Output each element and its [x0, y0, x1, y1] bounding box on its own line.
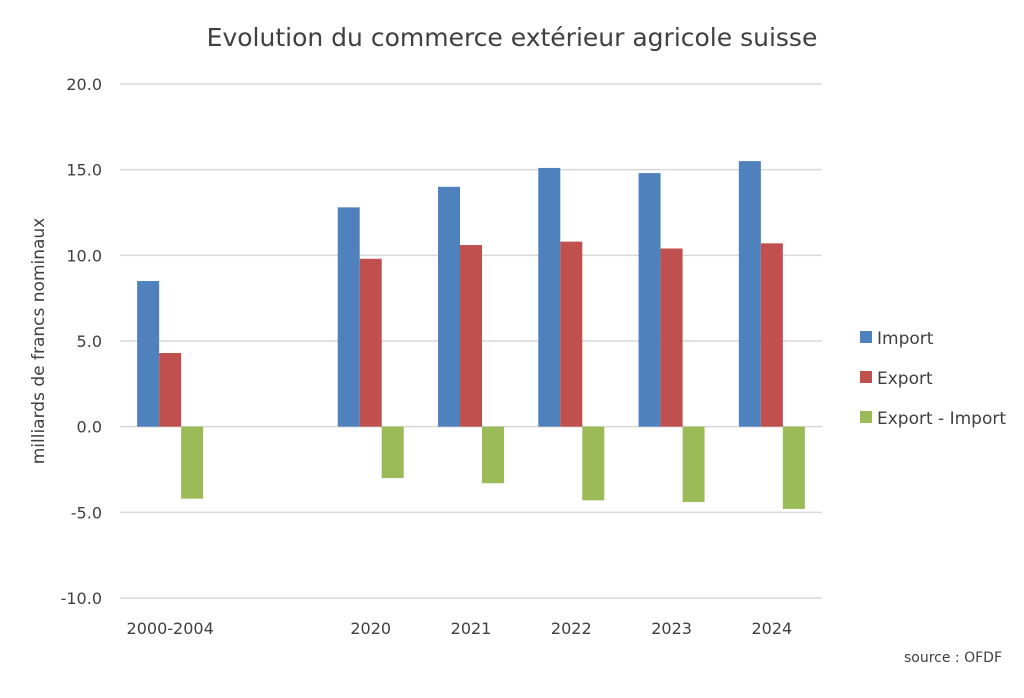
x-tick-label: 2023	[651, 619, 692, 638]
x-tick-label: 2024	[751, 619, 792, 638]
x-tick-label: 2022	[551, 619, 592, 638]
x-tick-label: 2021	[451, 619, 492, 638]
legend-label: Import	[877, 329, 934, 349]
y-tick-label: -5.0	[71, 503, 102, 522]
y-tick-label: 15.0	[66, 161, 102, 180]
bar-export-import	[381, 426, 404, 479]
bar-export-import	[682, 426, 705, 503]
y-axis-label: milliards de francs nominaux	[29, 218, 49, 465]
y-tick-label: 5.0	[77, 332, 102, 351]
bar-export	[460, 245, 482, 427]
bar-export-import	[181, 426, 204, 499]
bar-export	[760, 243, 783, 427]
bar-export-import	[782, 426, 805, 509]
legend-swatch	[860, 371, 872, 383]
legend-label: Export - Import	[877, 409, 1006, 429]
legend-label: Export	[877, 369, 933, 389]
bar-import	[137, 281, 160, 427]
bar-export-import	[582, 426, 605, 501]
bar-import	[538, 167, 561, 427]
x-tick-label: 2000-2004	[127, 619, 214, 638]
bar-import	[438, 186, 460, 427]
bar-export	[159, 352, 182, 427]
y-tick-label: 0.0	[77, 418, 102, 437]
bar-export-import	[482, 426, 504, 484]
bar-import	[337, 207, 360, 427]
y-tick-label: 20.0	[66, 75, 102, 94]
x-tick-label: 2020	[350, 619, 391, 638]
y-tick-label: 10.0	[66, 246, 102, 265]
y-tick-label: -10.0	[61, 589, 102, 608]
legend-swatch	[860, 331, 872, 343]
bar-import	[738, 161, 761, 427]
legend-swatch	[860, 411, 872, 423]
bar-export	[560, 241, 583, 427]
bar-import	[638, 173, 661, 427]
source-note: source : OFDF	[904, 650, 1002, 666]
bar-export	[359, 258, 382, 427]
chart-title: Evolution du commerce extérieur agricole…	[207, 23, 818, 52]
bar-export	[660, 248, 683, 427]
